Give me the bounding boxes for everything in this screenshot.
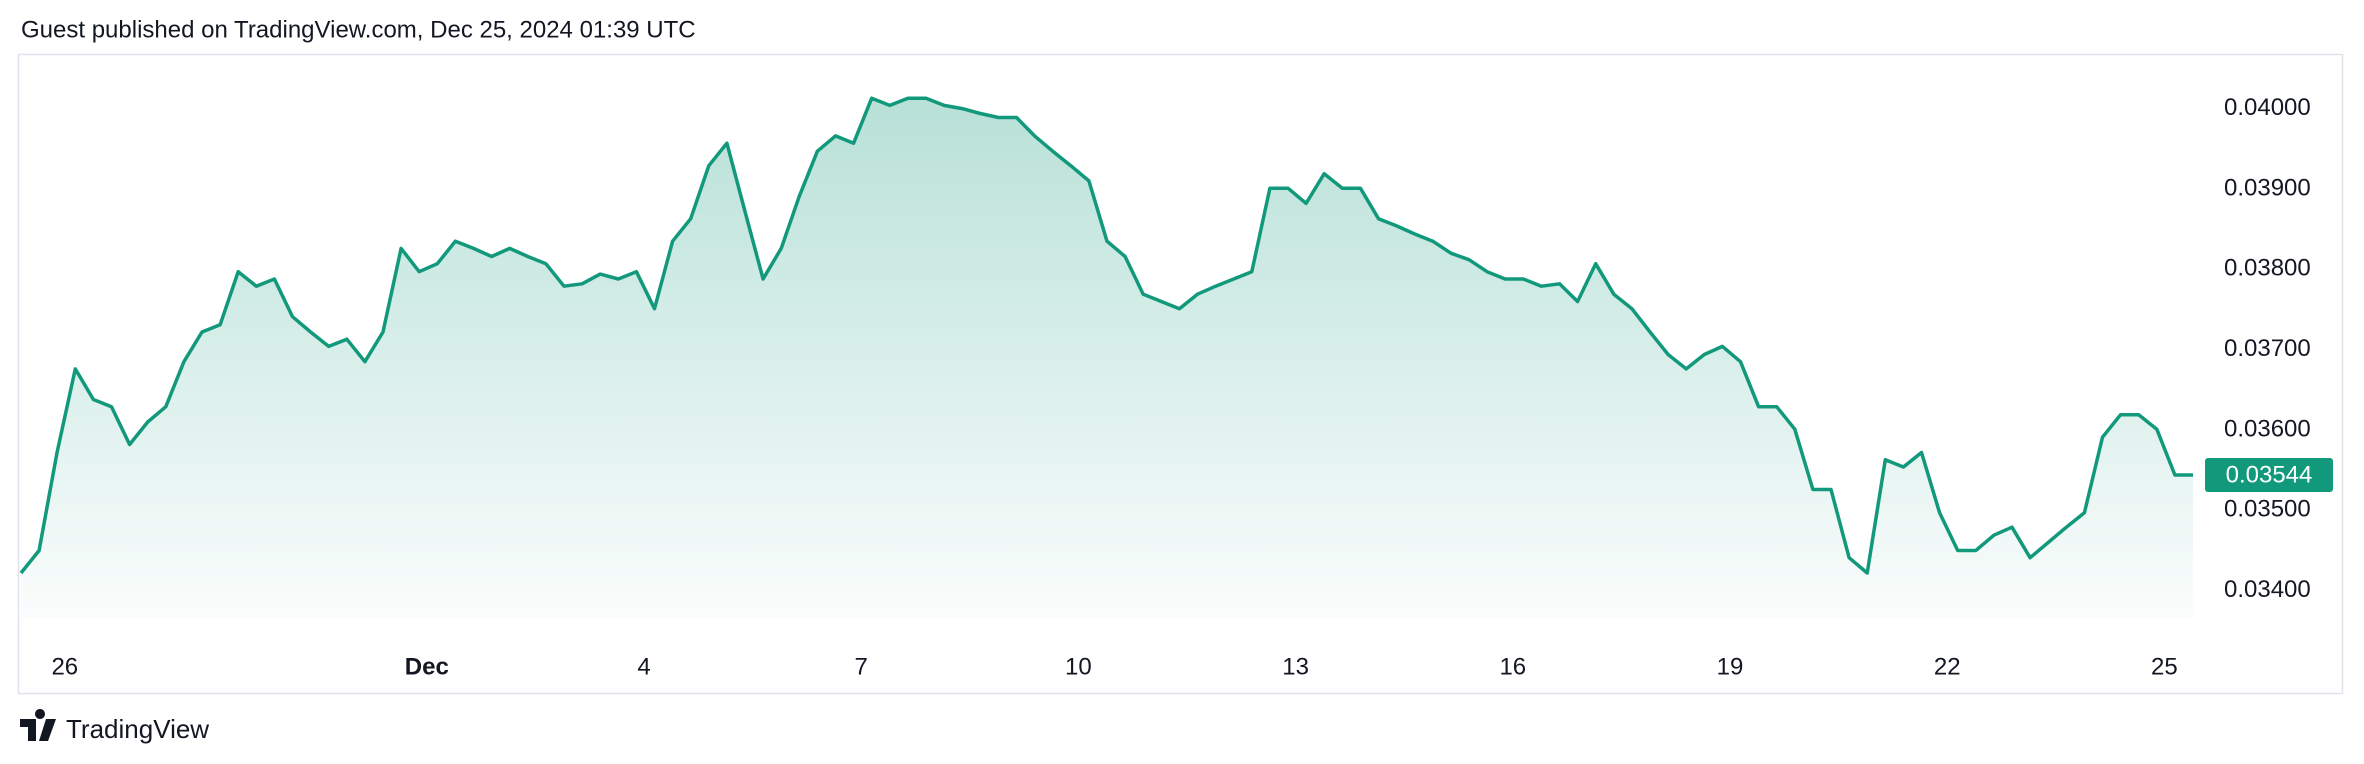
x-tick-label: Dec [405,653,449,680]
y-tick-label: 0.03800 [2224,255,2311,282]
x-tick-label: 19 [1717,653,1744,680]
logo [20,709,56,741]
chart-frame [17,53,2344,695]
x-tick-label: 10 [1065,653,1092,680]
x-tick-label: 16 [1499,653,1526,680]
y-tick-label: 0.03400 [2224,576,2311,603]
y-tick-label: 0.04000 [2224,94,2311,121]
x-tick-label: 13 [1282,653,1309,680]
price-line [19,96,2193,575]
x-tick-label: 26 [51,653,78,680]
last-price-badge [2205,457,2333,492]
brand-text: TradingView [66,714,209,744]
x-tick-label: 7 [855,653,868,680]
x-tick-label: 4 [637,653,650,680]
y-tick-label: 0.03900 [2224,174,2311,201]
x-tick-label: 25 [2151,653,2178,680]
area-fill [21,98,2193,618]
header-text: Guest published on TradingView.com, Dec … [21,16,696,43]
y-tick-label: 0.03700 [2224,335,2311,362]
x-tick-label: 22 [1934,653,1961,680]
y-tick-label: 0.03600 [2224,415,2311,442]
y-tick-label: 0.03500 [2224,496,2311,523]
last-price-label: 0.03544 [2226,461,2313,488]
